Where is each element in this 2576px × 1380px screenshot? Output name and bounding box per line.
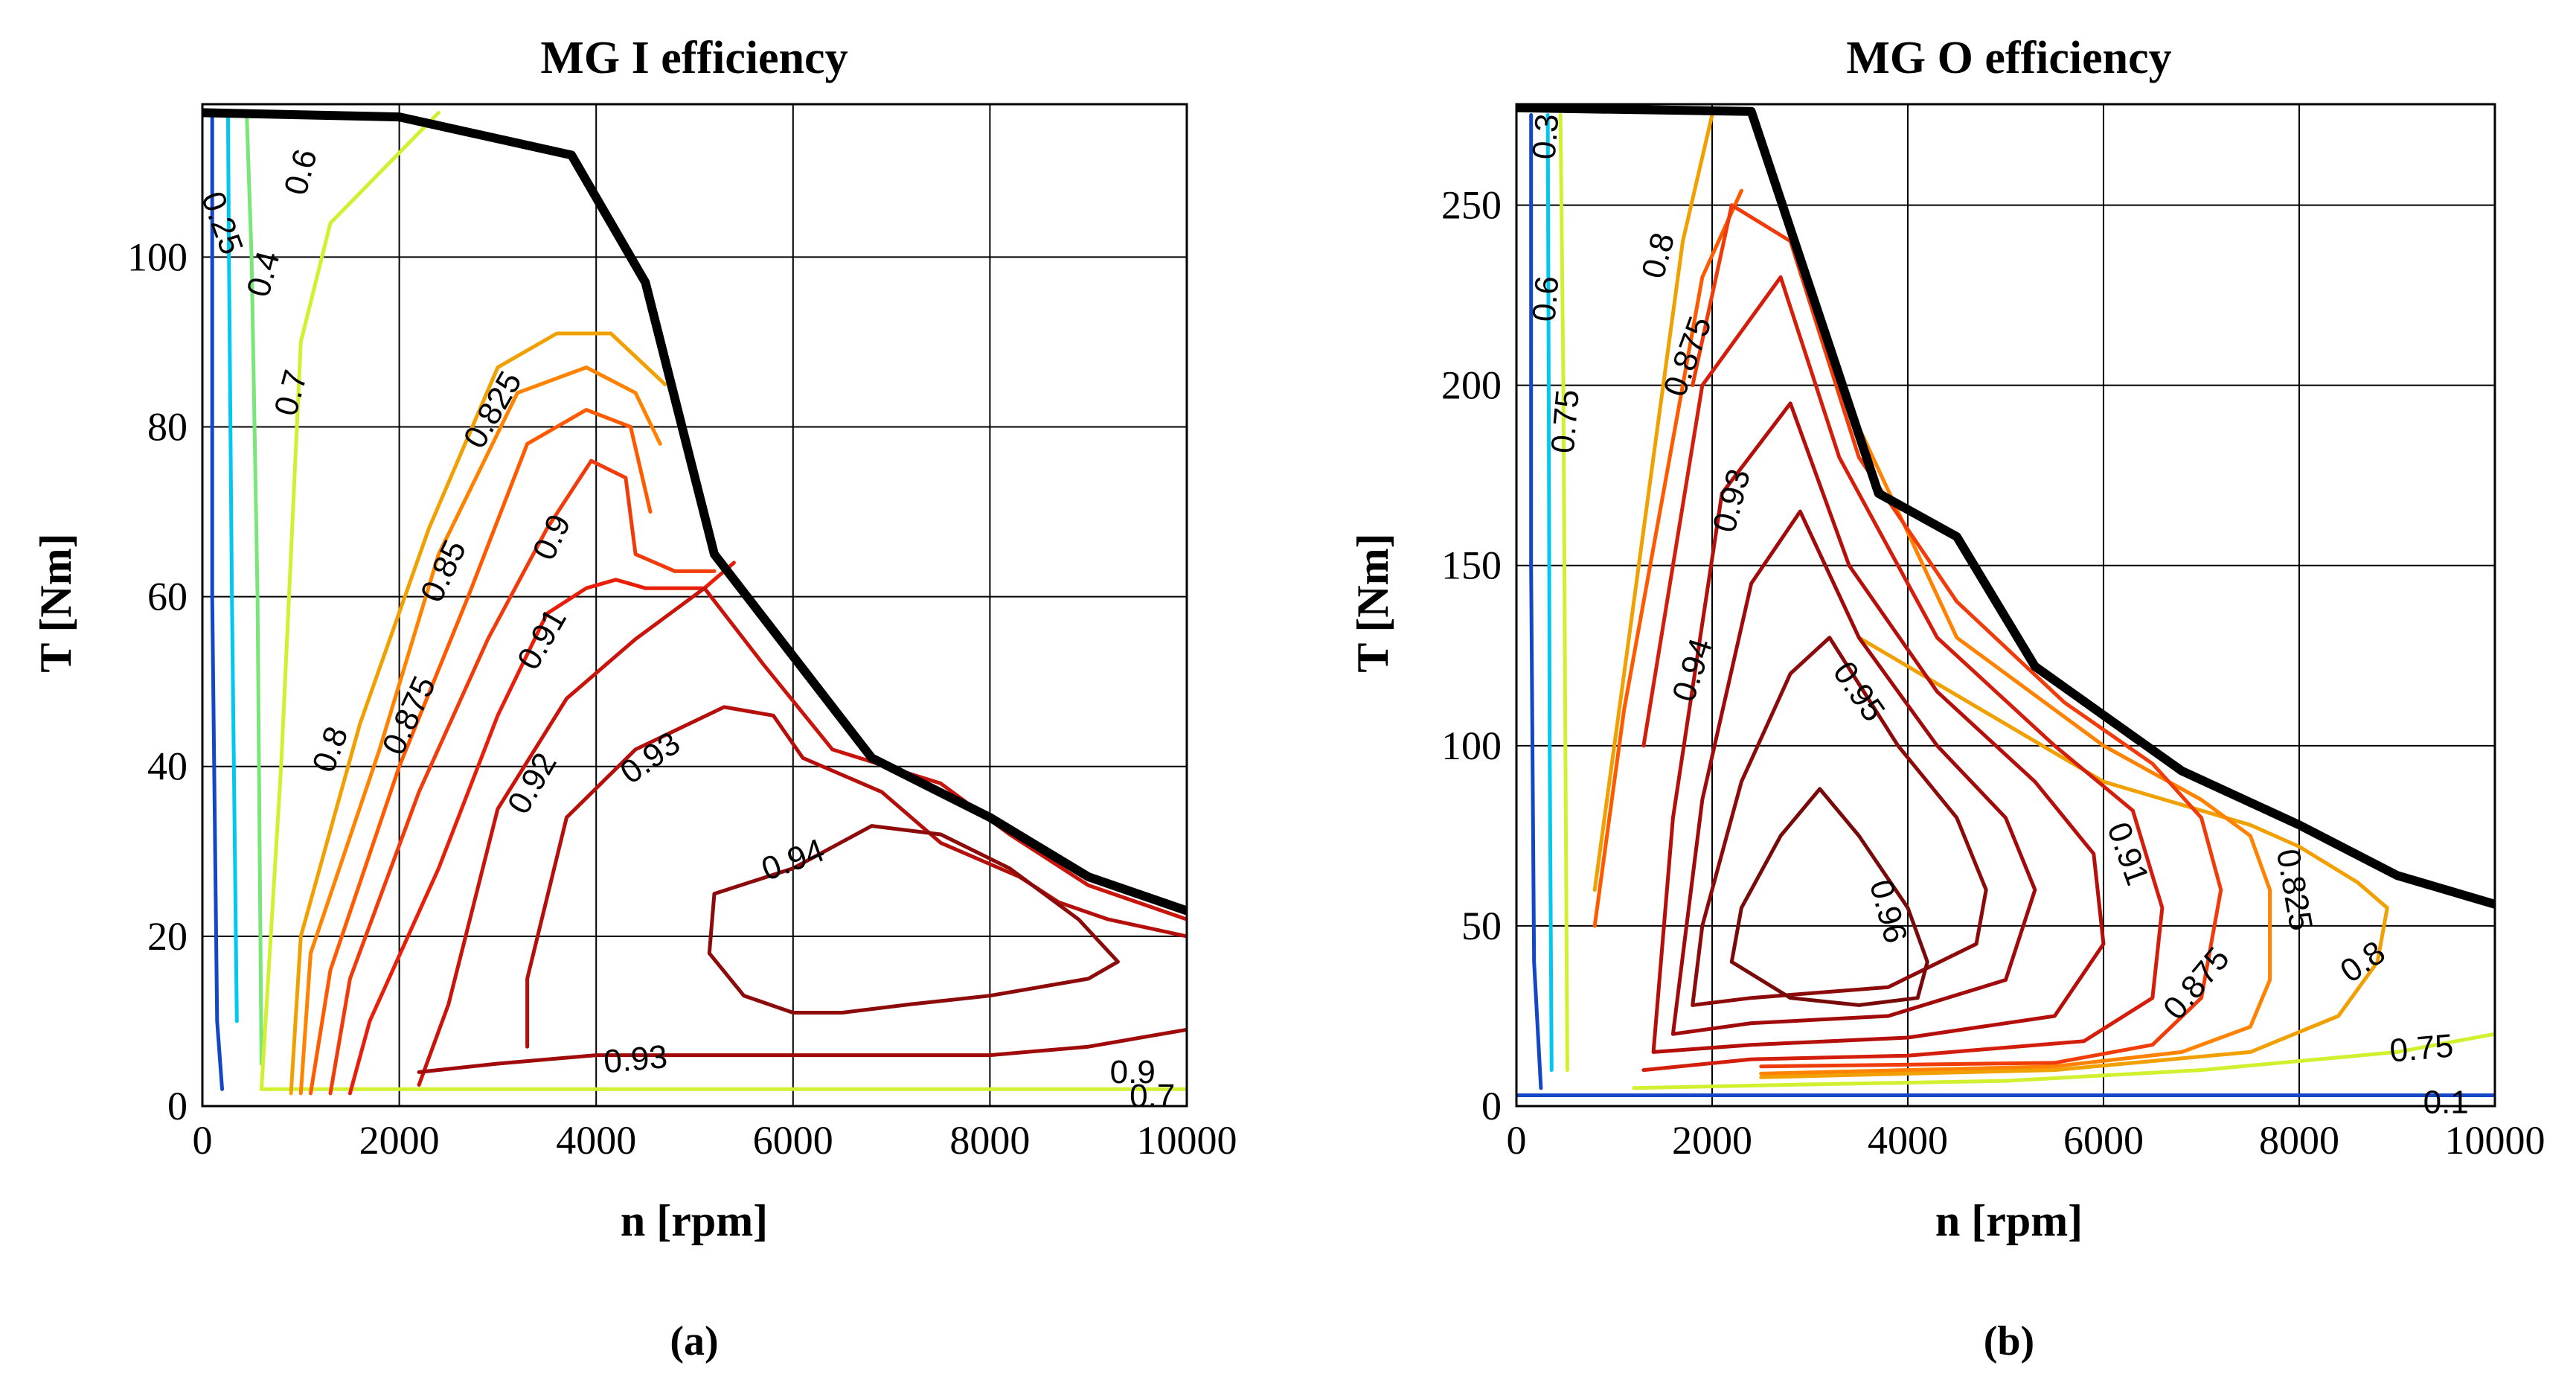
panel-a-contour-0_8-4 xyxy=(289,331,667,1096)
panel-b-contour-0_91-9 xyxy=(1641,275,2165,1073)
panel-b-ytick-label-2: 100 xyxy=(1441,723,1502,768)
panel-b-contour-label-8: 0.96 xyxy=(1862,876,1914,947)
panel-a-title: MG I efficiency xyxy=(540,33,848,83)
panel-b-xtick-label-5: 10000 xyxy=(2445,1118,2545,1163)
panel-a-plot-area xyxy=(202,108,1187,1096)
panel-a-contour-0_92-10 xyxy=(525,705,1187,1049)
panel-b-xlabel: n [rpm] xyxy=(1935,1196,2083,1245)
panel-b-contour-label-11: 0.825 xyxy=(2269,846,2319,933)
panel-b-caption: (b) xyxy=(1984,1318,2034,1364)
panel-b-contour-0_875-4 xyxy=(1592,188,1743,928)
panel-a-contour-0_85-6 xyxy=(309,408,653,1096)
panel-a-ytick-label-2: 40 xyxy=(147,744,188,789)
panel-a-xtick-label-3: 6000 xyxy=(753,1118,833,1163)
panel-a-contour-label-5: 0.825 xyxy=(457,365,529,455)
panel-b-contour-label-5: 0.93 xyxy=(1706,465,1758,536)
panel-b-contour-label-12: 0.8 xyxy=(2333,934,2391,990)
panel-b-contour-0_93-10 xyxy=(1651,401,2106,1054)
panel-a-contour-0_6-2 xyxy=(245,110,263,1066)
panel-a-xtick-label-5: 10000 xyxy=(1137,1118,1237,1163)
panel-a-contour-label-11: 0.93 xyxy=(614,725,687,791)
panel-a-caption: (a) xyxy=(670,1318,718,1364)
panel-b-xtick-label-3: 6000 xyxy=(2063,1118,2144,1163)
panel-b-contour-0_96-13 xyxy=(1729,787,1929,1007)
panel-b-contour-label-9: 0.91 xyxy=(2100,817,2156,889)
panel-a-ytick-label-5: 100 xyxy=(127,234,188,279)
panel-b-contour-label-0: 0.3 xyxy=(1525,112,1566,161)
panel-b-plot-area xyxy=(1516,104,2495,1097)
panel-a-contour-0_825-5 xyxy=(298,365,662,1096)
panel-b-contour-label-1: 0.6 xyxy=(1525,275,1566,323)
panel-b-xtick-label-4: 8000 xyxy=(2259,1118,2339,1163)
panel-b-xtick-label-0: 0 xyxy=(1507,1118,1527,1163)
panel-b-contour-0_3-0 xyxy=(1529,113,1543,1090)
panel-a-contour-label-10: 0.92 xyxy=(501,747,564,820)
panel-b-contour-label-13: 0.75 xyxy=(2388,1027,2455,1069)
panel-a-contour-label-7: 0.875 xyxy=(375,671,443,761)
panel-a-contour-0_91-9 xyxy=(417,586,1187,1087)
panel-a-contour-label-12: 0.93 xyxy=(602,1038,669,1080)
panel-a-ytick-label-1: 20 xyxy=(147,914,188,959)
panel-a-contour-0_93-11 xyxy=(417,1027,1187,1074)
panel-b-contour-0_8-6 xyxy=(1759,636,2389,1079)
panel-a-contour-label-3: 0.7 xyxy=(267,366,314,420)
panel-b-contour-0_825-7 xyxy=(1759,383,2272,1076)
panel-a-xtick-label-2: 4000 xyxy=(556,1118,636,1163)
panel-b-contour-label-3: 0.8 xyxy=(1635,229,1682,282)
panel-a-plot-frame xyxy=(201,103,1188,1108)
panel-a-contour-0_4-1 xyxy=(225,110,239,1023)
panel-a-contour-label-1: 0.4 xyxy=(240,247,286,301)
panel-b-contour-0_75-2 xyxy=(1558,113,1569,1073)
panel-a-ytick-label-0: 0 xyxy=(167,1084,188,1128)
panel-a-contour-label-15: 0.7 xyxy=(1130,1078,1175,1114)
panel-b-ytick-label-4: 200 xyxy=(1441,363,1502,408)
panel-a-ytick-label-4: 80 xyxy=(147,404,188,449)
panel-a-xtick-label-0: 0 xyxy=(193,1118,213,1163)
panel-b-max-torque-envelope xyxy=(1516,104,2495,909)
panel-a-contour-0_9-8 xyxy=(347,560,736,1096)
panel-b-contour-0_8-3 xyxy=(1592,113,1714,892)
panel-a: MG I efficiency n [rpm] T [Nm] (a) 0.250… xyxy=(31,33,1237,1364)
panel-b-xtick-label-2: 4000 xyxy=(1868,1118,1948,1163)
panel-b-ytick-label-0: 0 xyxy=(1481,1084,1502,1128)
panel-b-contour-label-10: 0.875 xyxy=(2156,940,2237,1026)
panel-a-ytick-label-3: 60 xyxy=(147,575,188,619)
panel-a-max-torque-envelope xyxy=(202,108,1187,916)
panel-b-title: MG O efficiency xyxy=(1846,33,2171,83)
panel-b-contour-0_75-5 xyxy=(1632,1032,2495,1090)
panel-a-xtick-label-1: 2000 xyxy=(359,1118,440,1163)
panel-a-contour-0_7-3 xyxy=(259,110,1187,1091)
panel-a-contour-0_94-12 xyxy=(707,824,1120,1015)
panel-a-contour-0_25-0 xyxy=(210,110,224,1091)
panel-b-xtick-label-1: 2000 xyxy=(1672,1118,1752,1163)
panel-b-contour-label-14: 0.1 xyxy=(2423,1084,2469,1121)
panel-a-contour-0_875-7 xyxy=(328,459,717,1096)
panel-b-contour-0_95-12 xyxy=(1691,636,1988,1007)
panel-b-contour-0_94-11 xyxy=(1670,509,2037,1036)
panel-a-ylabel: T [Nm] xyxy=(31,533,80,672)
panel-b-ytick-label-5: 250 xyxy=(1441,183,1502,228)
panel-a-contour-label-9: 0.91 xyxy=(510,602,574,676)
panel-a-xlabel: n [rpm] xyxy=(621,1196,768,1245)
panel-b-ytick-label-1: 50 xyxy=(1461,904,1502,948)
panel-b-ytick-label-3: 150 xyxy=(1441,543,1502,588)
panel-a-contour-label-2: 0.6 xyxy=(278,145,324,199)
panel-b-plot-frame xyxy=(1515,103,2496,1108)
panel-b-contour-0_6-1 xyxy=(1545,113,1554,1073)
panel-a-contour-label-14: 0.9 xyxy=(1110,1054,1156,1090)
panel-b-ylabel: T [Nm] xyxy=(1348,533,1397,672)
panel-a-xtick-label-4: 8000 xyxy=(949,1118,1030,1163)
panel-b-contour-label-2: 0.75 xyxy=(1545,388,1586,455)
panel-b: MG O efficiency n [rpm] T [Nm] (b) 0.3 0.… xyxy=(1348,33,2545,1364)
